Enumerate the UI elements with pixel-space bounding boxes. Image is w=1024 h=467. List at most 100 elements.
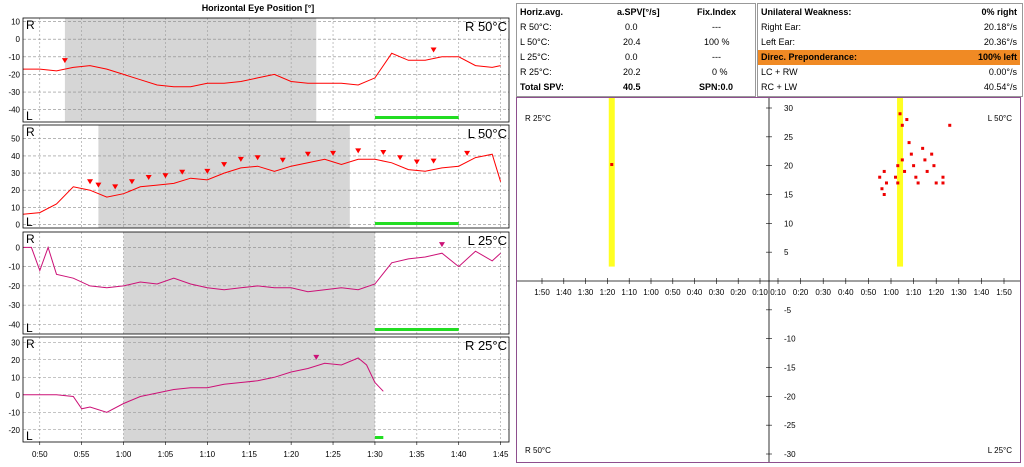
side-label-bottom: L (26, 109, 33, 123)
y-tick-label: 10 (11, 373, 20, 382)
chart-title: Horizontal Eye Position [°] (202, 3, 315, 13)
ear-value: 20.18°/s (983, 22, 1017, 32)
y-tick-label: 50 (11, 135, 20, 144)
x-tick-label: 0:20 (793, 288, 809, 297)
spv-point (882, 169, 886, 173)
y-tick-label: 0 (16, 221, 21, 230)
y-tick-label: 0 (16, 391, 21, 400)
x-tick-label: 1:30 (578, 288, 594, 297)
eye-position-chart: Horizontal Eye Position [°] 10 0 -10 -20 -30 -… (8, 3, 510, 459)
x-tick-label: 1:45 (493, 450, 509, 459)
nystagmus-marker (438, 242, 445, 248)
y-tick-label: -30 (8, 88, 20, 97)
trace-panel: 30 20 10 0 -10 -20 R L R 25°C (8, 336, 510, 443)
y-tick-label: 0 (16, 35, 21, 44)
header-horiz-avg: Horiz.avg. (520, 7, 564, 17)
quadrant-label-top-left: R 25°C (525, 114, 551, 123)
x-tick-label: 1:50 (996, 288, 1012, 297)
x-tick-label: 1:00 (116, 450, 132, 459)
yellow-bar (608, 93, 615, 267)
y-tick-label: -5 (784, 306, 792, 315)
y-tick-label: -40 (8, 106, 20, 115)
nystagmus-marker (313, 354, 320, 360)
x-tick-label: 0:40 (687, 288, 703, 297)
spv-point (903, 169, 907, 173)
lc-rw-label: LC + RW (761, 67, 798, 77)
nystagmus-marker (330, 150, 337, 156)
x-tick-label: 1:25 (325, 450, 341, 459)
spv-point (896, 164, 900, 168)
spv-point (907, 141, 911, 145)
green-bar (374, 328, 459, 331)
x-tick-label: 1:10 (200, 450, 216, 459)
spv-table: Horiz.avg. a.SPV[°/s] Fix.Index R 50°C: … (516, 3, 756, 97)
nystagmus-marker (254, 155, 261, 161)
row-spv: 0.0 (625, 52, 638, 62)
y-tick-label: -15 (784, 364, 796, 373)
y-tick-label: -20 (784, 392, 796, 401)
spv-point (932, 164, 936, 168)
y-tick-label: -20 (8, 282, 20, 291)
spv-point (941, 181, 945, 185)
y-tick-label: 0 (16, 243, 21, 252)
x-tick-label: 1:40 (974, 288, 990, 297)
x-tick-label: 1:10 (906, 288, 922, 297)
y-tick-label: -10 (784, 335, 796, 344)
x-tick-label: 0:50 (861, 288, 877, 297)
uw-value: 0% right (981, 7, 1017, 17)
x-tick-label: 1:00 (883, 288, 899, 297)
spv-point (930, 152, 934, 156)
y-tick-label: 5 (784, 248, 789, 257)
panel-border (22, 17, 510, 123)
nystagmus-marker (464, 150, 471, 156)
yellow-bar (897, 93, 904, 267)
ear-label: Left Ear: (761, 37, 796, 47)
side-label-top: R (26, 337, 35, 351)
green-bar (374, 436, 384, 439)
y-tick-label: -30 (784, 450, 796, 459)
panel-label: R 25°C (465, 338, 507, 353)
y-tick-label: 10 (11, 203, 20, 212)
spv-point (921, 146, 925, 150)
butterfly-svg: 30 25 20 15 10 5 -5 -10 -15 -20 -25 -30 1:50 1:40 1:30… (517, 93, 1020, 462)
x-tick-label: 0:10 (752, 288, 768, 297)
trace-panel: 50 40 30 20 10 0 R L L 50°C (11, 124, 510, 230)
x-tick-label: 1:20 (600, 288, 616, 297)
x-tick-label: 1:30 (951, 288, 967, 297)
row-fix: --- (712, 22, 721, 32)
y-tick-label: 30 (11, 169, 20, 178)
x-tick-label: 0:50 (32, 450, 48, 459)
panel-border (22, 336, 510, 443)
spv-point (898, 112, 902, 116)
quadrant-label-bottom-right: L 25°C (988, 446, 1012, 455)
y-tick-label: 20 (11, 186, 20, 195)
y-tick-label: -30 (8, 301, 20, 310)
nystagmus-marker (430, 47, 437, 53)
nystagmus-marker (95, 182, 102, 188)
weakness-table: Unilateral Weakness: 0% right Right Ear:… (757, 3, 1023, 97)
gray-span (98, 125, 350, 228)
spv-point (894, 175, 898, 179)
nystagmus-marker (145, 174, 152, 180)
x-tick-label: 1:05 (158, 450, 174, 459)
row-label: R 25°C: (520, 67, 552, 77)
x-tick-label: 1:15 (241, 450, 257, 459)
row-label: L 25°C: (520, 52, 550, 62)
uw-label: Unilateral Weakness: (761, 7, 852, 17)
spv-point (900, 158, 904, 162)
gray-span (64, 18, 317, 122)
nystagmus-marker (279, 157, 286, 163)
spv-point (882, 193, 886, 196)
y-tick-label: -10 (8, 408, 20, 417)
header-fix-index: Fix.Index (697, 7, 737, 17)
y-tick-label: -10 (8, 53, 20, 62)
nystagmus-marker (380, 150, 387, 156)
x-tick-label: 0:40 (838, 288, 854, 297)
side-label-top: R (26, 18, 35, 32)
spv-point (914, 175, 918, 179)
spv-point (934, 181, 938, 185)
side-label-top: R (26, 232, 35, 246)
spv-point (896, 181, 900, 185)
row-spv: 0.0 (625, 22, 638, 32)
eye-trace-line (23, 52, 501, 88)
